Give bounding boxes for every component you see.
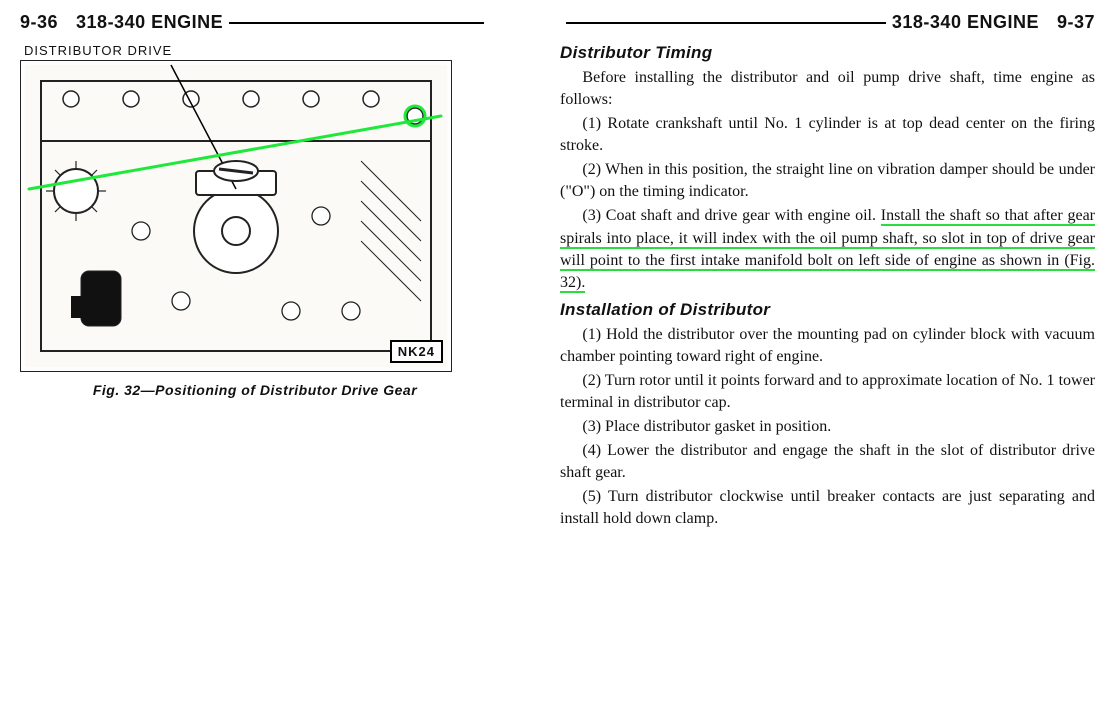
text-sections: Distributor Timing Before installing the … bbox=[560, 43, 1095, 530]
body-paragraph: (2) Turn rotor until it points forward a… bbox=[560, 370, 1095, 414]
right-column: 318-340 ENGINE 9-37 Distributor Timing Be… bbox=[560, 12, 1095, 532]
body-paragraph: (1) Hold the distributor over the mounti… bbox=[560, 324, 1095, 368]
body-paragraph: (5) Turn distributor clockwise until bre… bbox=[560, 486, 1095, 530]
right-page-number: 9-37 bbox=[1057, 12, 1095, 33]
body-paragraph: Before installing the distributor and oi… bbox=[560, 67, 1095, 111]
right-header: 318-340 ENGINE 9-37 bbox=[560, 12, 1095, 33]
body-paragraph: (4) Lower the distributor and engage the… bbox=[560, 440, 1095, 484]
body-paragraph: (3) Coat shaft and drive gear with engin… bbox=[560, 205, 1095, 293]
left-page-number: 9-36 bbox=[20, 12, 58, 33]
header-rule bbox=[229, 22, 484, 24]
section-heading: Installation of Distributor bbox=[560, 300, 1095, 320]
body-paragraph: (3) Place distributor gasket in position… bbox=[560, 416, 1095, 438]
left-column: 9-36 318-340 ENGINE DISTRIBUTOR DRIVE bbox=[20, 12, 490, 532]
page-spread: 9-36 318-340 ENGINE DISTRIBUTOR DRIVE bbox=[20, 12, 1095, 532]
body-paragraph: (1) Rotate crankshaft until No. 1 cylind… bbox=[560, 113, 1095, 157]
left-header-title: 318-340 ENGINE bbox=[76, 12, 223, 33]
figure-badge: NK24 bbox=[390, 340, 443, 363]
figure-32: DISTRIBUTOR DRIVE bbox=[20, 43, 490, 398]
section-heading: Distributor Timing bbox=[560, 43, 1095, 63]
header-rule bbox=[566, 22, 886, 24]
left-header: 9-36 318-340 ENGINE bbox=[20, 12, 490, 33]
engine-illustration: NK24 bbox=[20, 60, 452, 372]
highlighted-text: Install the shaft so that after gear spi… bbox=[560, 207, 1095, 292]
body-paragraph: (2) When in this position, the straight … bbox=[560, 159, 1095, 203]
figure-caption: Fig. 32—Positioning of Distributor Drive… bbox=[20, 382, 490, 398]
right-header-title: 318-340 ENGINE bbox=[892, 12, 1039, 33]
engine-svg bbox=[21, 61, 451, 371]
figure-top-label: DISTRIBUTOR DRIVE bbox=[24, 43, 490, 58]
